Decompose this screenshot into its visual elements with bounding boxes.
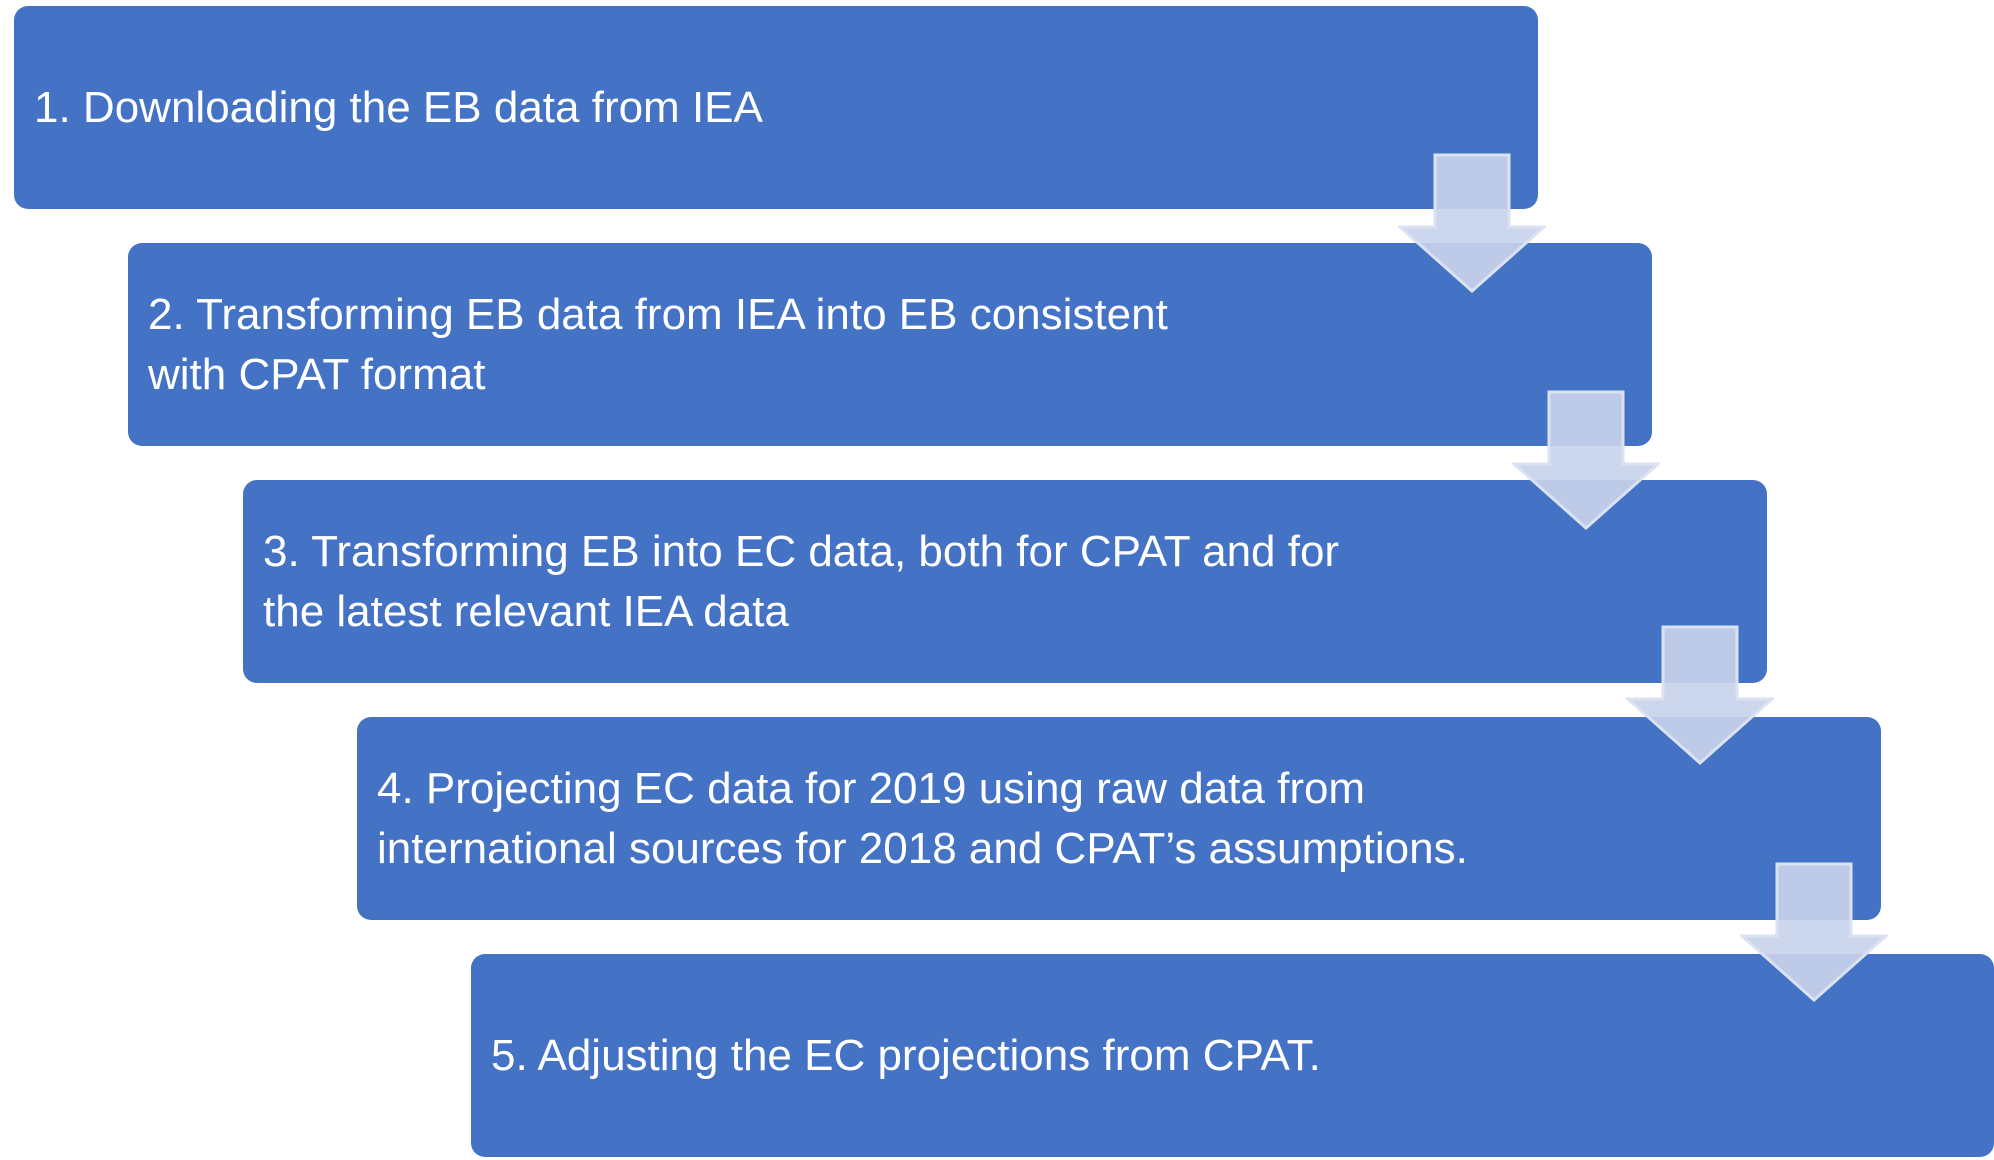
down-arrow-icon <box>1398 153 1546 293</box>
down-arrow-icon <box>1740 862 1888 1002</box>
step-4-label: 4. Projecting EC data for 2019 using raw… <box>377 763 1468 873</box>
step-3-label: 3. Transforming EB into EC data, both fo… <box>263 526 1340 636</box>
step-5-label: 5. Adjusting the EC projections from CPA… <box>491 1030 1321 1080</box>
down-arrow-icon <box>1626 625 1774 765</box>
process-step-2: 2. Transforming EB data from IEA into EB… <box>128 243 1652 446</box>
process-step-4: 4. Projecting EC data for 2019 using raw… <box>357 717 1881 920</box>
process-step-5: 5. Adjusting the EC projections from CPA… <box>471 954 1994 1157</box>
process-step-3: 3. Transforming EB into EC data, both fo… <box>243 480 1767 683</box>
step-1-label: 1. Downloading the EB data from IEA <box>34 82 763 132</box>
process-step-1: 1. Downloading the EB data from IEA <box>14 6 1538 209</box>
step-2-label: 2. Transforming EB data from IEA into EB… <box>148 289 1168 399</box>
down-arrow-icon <box>1512 390 1660 530</box>
